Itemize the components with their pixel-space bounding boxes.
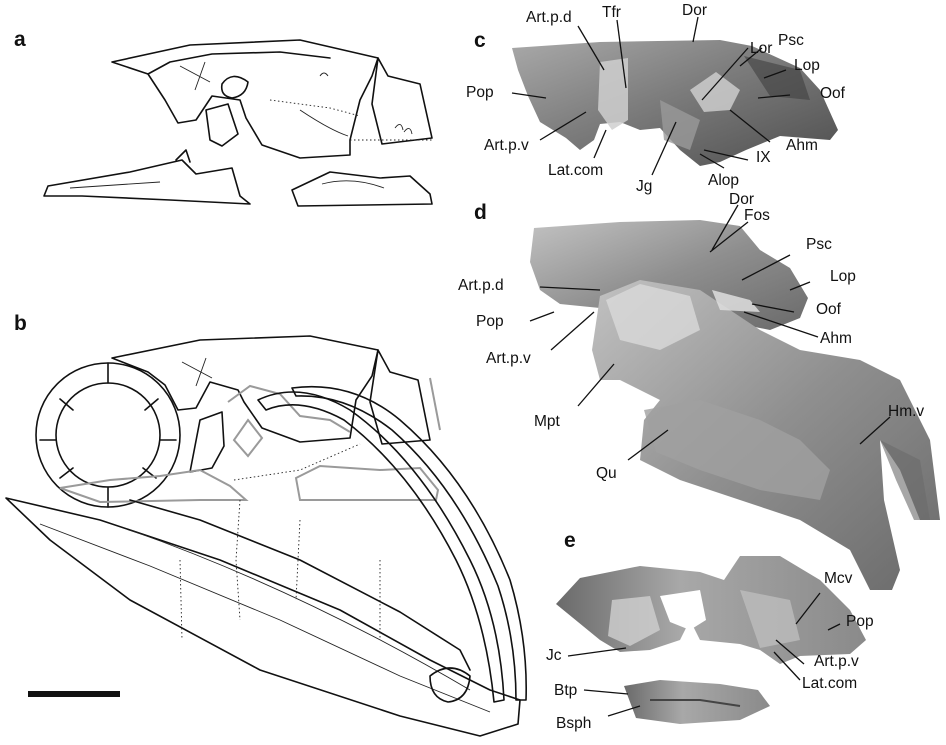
label-c-pop: Pop <box>466 84 494 101</box>
label-d-psc: Psc <box>806 236 832 253</box>
label-e-btp: Btp <box>554 682 577 699</box>
label-c-lat-com: Lat.com <box>548 162 603 179</box>
label-d-lop: Lop <box>830 268 856 285</box>
label-c-lor: Lor <box>750 40 772 57</box>
panel-letter-e: e <box>564 529 576 552</box>
drawing-b-skull-roof <box>111 335 431 473</box>
label-c-dor: Dor <box>682 2 707 19</box>
label-c-ahm: Ahm <box>786 137 818 154</box>
label-d-art-p-d: Art.p.d <box>458 277 504 294</box>
label-e-lat-com: Lat.com <box>802 675 857 692</box>
scale-bar <box>28 691 120 697</box>
label-c-lop: Lop <box>794 57 820 74</box>
photo-c-fossil <box>512 40 838 166</box>
label-c-alop: Alop <box>708 172 739 189</box>
drawing-b-hyomandibula <box>257 385 527 703</box>
label-d-art-p-v: Art.p.v <box>486 350 531 367</box>
photo-d-fossil <box>530 220 940 590</box>
label-d-ahm: Ahm <box>820 330 852 347</box>
drawing-a-jaw-pieces <box>43 149 433 207</box>
label-d-oof: Oof <box>816 301 842 318</box>
drawing-b-grey-overlay <box>59 377 441 504</box>
drawing-b-lower-jaw <box>5 443 521 737</box>
label-d-fos: Fos <box>744 207 770 224</box>
label-c-jg: Jg <box>636 178 652 195</box>
label-e-jc: Jc <box>546 647 562 664</box>
label-d-hm-v: Hm.v <box>888 403 924 420</box>
label-e-mcv: Mcv <box>824 570 853 587</box>
label-d-pop: Pop <box>476 313 504 330</box>
label-c-oof: Oof <box>820 85 846 102</box>
drawing-a-braincase <box>111 39 433 159</box>
panel-letter-d: d <box>474 201 487 224</box>
label-d-mpt: Mpt <box>534 413 561 430</box>
photo-d-leaders <box>529 204 891 461</box>
label-c-ix: IX <box>756 149 771 166</box>
photo-e-leaders <box>567 592 841 717</box>
panel-letter-a: a <box>14 28 26 51</box>
label-e-bsph: Bsph <box>556 715 591 732</box>
label-e-pop: Pop <box>846 613 874 630</box>
label-c-art-p-v: Art.p.v <box>484 137 529 154</box>
label-c-art-p-d: Art.p.d <box>526 9 572 26</box>
panel-letter-b: b <box>14 312 27 335</box>
photo-c-leaders <box>511 16 791 176</box>
label-d-dor: Dor <box>729 191 754 208</box>
label-c-tfr: Tfr <box>602 4 621 21</box>
drawing-b-eye-ring <box>35 362 181 508</box>
label-c-psc: Psc <box>778 32 804 49</box>
photo-e-fossil <box>556 556 866 724</box>
label-d-qu: Qu <box>596 465 617 482</box>
panel-letter-c: c <box>474 29 486 52</box>
label-e-art-p-v: Art.p.v <box>814 653 859 670</box>
